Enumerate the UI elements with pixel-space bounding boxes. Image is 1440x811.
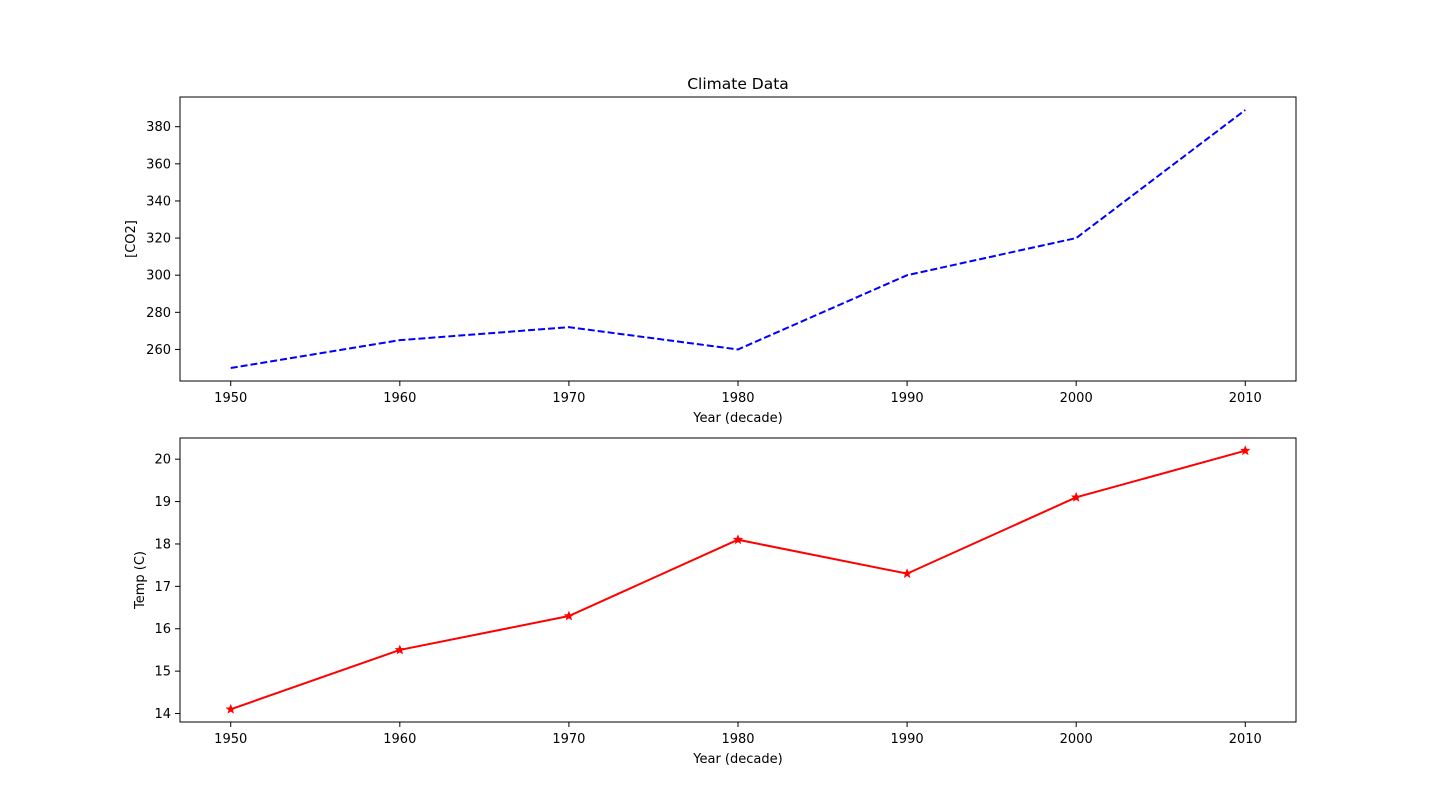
y-tick-label: 18 [154, 537, 171, 552]
x-tick-label: 2000 [1060, 391, 1093, 406]
y-tick-label: 320 [146, 232, 171, 247]
data-point-marker [732, 534, 744, 545]
series-line [230, 109, 1246, 369]
y-tick-label: 15 [154, 665, 171, 680]
y-tick-label: 340 [146, 194, 171, 209]
data-point-marker [901, 568, 913, 579]
x-axis-label: Year (decade) [692, 752, 782, 767]
data-point-marker [394, 644, 405, 655]
y-axis-label: Temp (C) [133, 551, 148, 610]
data-point-marker [563, 610, 575, 621]
y-axis-label: [CO2] [124, 220, 139, 258]
x-tick-label: 1980 [721, 391, 754, 406]
chart-title: Climate Data [687, 75, 789, 93]
y-tick-label: 360 [146, 157, 171, 172]
y-tick-label: 300 [146, 269, 171, 284]
y-tick-label: 19 [154, 495, 171, 510]
y-tick-label: 20 [154, 453, 171, 468]
y-tick-label: 280 [146, 306, 171, 321]
x-tick-label: 1950 [214, 391, 247, 406]
x-tick-label: 2000 [1060, 732, 1093, 747]
x-tick-label: 1960 [383, 391, 416, 406]
x-tick-label: 1990 [891, 732, 924, 747]
x-tick-label: 2010 [1229, 732, 1262, 747]
x-tick-label: 1950 [214, 732, 247, 747]
data-point-marker [1240, 445, 1251, 456]
x-tick-label: 1990 [891, 391, 924, 406]
data-point-marker [225, 703, 236, 714]
x-tick-label: 1980 [721, 732, 754, 747]
y-tick-label: 17 [154, 580, 171, 595]
y-tick-label: 380 [146, 120, 171, 135]
data-point-marker [1071, 491, 1082, 502]
y-tick-label: 16 [154, 622, 171, 637]
y-tick-label: 14 [154, 707, 171, 722]
temperature-subplot: 1950 1960 1970 1980 1990 2000 2010 14 15 16 17 18 19… [133, 437, 1297, 767]
co2-subplot: 1950 1960 1970 1980 1990 2000 2010 260 280 300 320… [124, 96, 1297, 426]
x-tick-label: 1970 [552, 732, 585, 747]
y-tick-label: 260 [146, 343, 171, 358]
x-tick-label: 1960 [383, 732, 416, 747]
x-tick-label: 1970 [552, 391, 585, 406]
x-axis-label: Year (decade) [692, 411, 782, 426]
x-tick-label: 2010 [1229, 391, 1262, 406]
